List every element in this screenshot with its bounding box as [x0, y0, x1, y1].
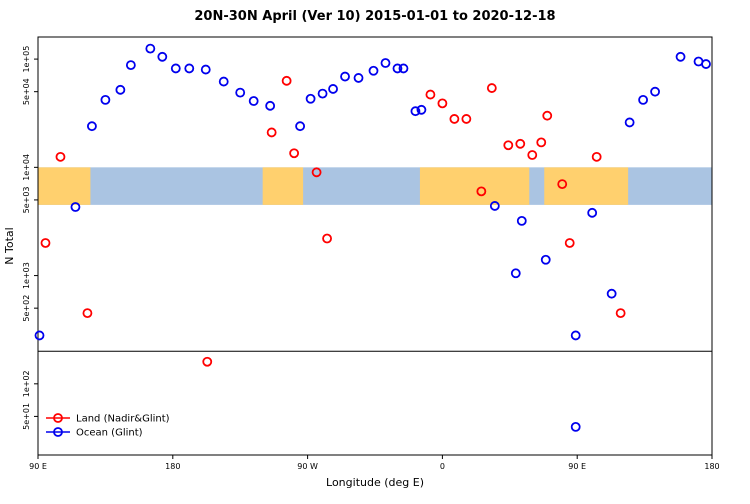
data-point [40, 238, 51, 248]
y-tick-label: 1e+05 [22, 46, 31, 73]
data-point [281, 75, 292, 86]
data-point [516, 216, 527, 226]
data-point [542, 110, 553, 121]
data-point [410, 106, 421, 117]
plot-border [37, 36, 713, 456]
legend-label: Ocean (Glint) [76, 428, 143, 439]
data-point [115, 84, 126, 95]
x-axis-label: Longitude (deg E) [326, 476, 424, 489]
x-tick-label: 90 E [29, 462, 47, 471]
series-ocean [34, 43, 711, 432]
data-point [380, 58, 391, 68]
data-point [398, 63, 409, 74]
data-point [266, 127, 277, 138]
data-point [486, 83, 497, 93]
data-point [527, 150, 538, 160]
land-segment [544, 167, 629, 205]
data-point [449, 114, 460, 124]
y-tick-label: 1e+03 [22, 262, 31, 289]
data-point [489, 201, 500, 211]
data-point [425, 89, 436, 100]
series-land [40, 75, 626, 367]
data-point [638, 94, 649, 105]
data-point [476, 186, 487, 197]
x-tick-label: 90 E [568, 462, 586, 471]
data-point [34, 330, 45, 341]
y-tick-label: 5e+01 [22, 403, 31, 430]
data-point [606, 288, 617, 299]
data-point [392, 63, 403, 74]
data-point [624, 117, 635, 128]
legend-marker-circle [53, 413, 63, 423]
data-point [235, 87, 246, 98]
y-axis-label: N Total [3, 227, 16, 264]
map-band [38, 167, 712, 205]
data-point [416, 104, 427, 115]
x-axis: 90 E 180 90 W 0 90 E 180 [29, 455, 720, 471]
data-point [353, 73, 364, 83]
y-tick-label: 1e+02 [22, 370, 31, 397]
data-point [317, 88, 328, 99]
data-point [328, 84, 338, 94]
data-point [557, 179, 568, 190]
data-point [184, 63, 195, 74]
x-tick-label: 180 [704, 462, 719, 471]
data-point [145, 43, 156, 54]
data-point [157, 51, 168, 62]
x-tick-label: 180 [165, 462, 180, 471]
data-point [289, 148, 300, 159]
data-point [218, 76, 229, 87]
x-tick-label: 90 W [297, 462, 318, 471]
data-point [564, 238, 575, 248]
data-point [340, 71, 350, 82]
data-point [202, 356, 213, 367]
data-point [100, 94, 111, 105]
y-tick-label: 1e+04 [22, 154, 31, 181]
data-point [82, 308, 93, 319]
data-point [87, 121, 97, 132]
data-point [265, 100, 276, 111]
data-point [591, 151, 602, 162]
y-tick-label: 5e+04 [22, 78, 31, 105]
data-point [587, 207, 598, 218]
data-point [615, 308, 626, 319]
data-point [536, 137, 547, 148]
data-point [675, 51, 686, 62]
x-tick-label: 0 [440, 462, 445, 471]
y-axis: 5e+01 1e+02 5e+02 1e+03 5e+03 1e+04 5e+04 1e+05 [22, 46, 38, 430]
data-point [368, 65, 379, 76]
data-point [650, 86, 660, 97]
data-point [200, 64, 211, 75]
data-point [437, 98, 448, 109]
data-point [461, 114, 472, 124]
data-point [540, 254, 551, 265]
data-point [55, 151, 66, 162]
data-point [570, 330, 581, 341]
data-point [125, 60, 136, 71]
chart-title: 20N-30N April (Ver 10) 2015-01-01 to 202… [194, 9, 555, 24]
data-point [311, 167, 322, 178]
data-point [510, 268, 521, 279]
data-point [570, 421, 581, 432]
legend: Land (Nadir&Glint) Ocean (Glint) [46, 413, 170, 439]
data-point [295, 121, 306, 132]
data-point [515, 138, 526, 149]
legend-marker-circle [53, 427, 63, 437]
data-point [170, 63, 181, 74]
land-segment [262, 167, 304, 205]
data-point [248, 96, 259, 106]
legend-label: Land (Nadir&Glint) [76, 414, 170, 425]
data-point [503, 140, 514, 151]
data-point [305, 93, 316, 104]
y-tick-label: 5e+03 [22, 186, 31, 213]
y-tick-label: 5e+02 [22, 295, 31, 322]
land-segment [38, 167, 91, 205]
data-point [701, 59, 711, 69]
land-segment [419, 167, 530, 205]
data-point [322, 233, 332, 244]
data-point [70, 202, 81, 212]
